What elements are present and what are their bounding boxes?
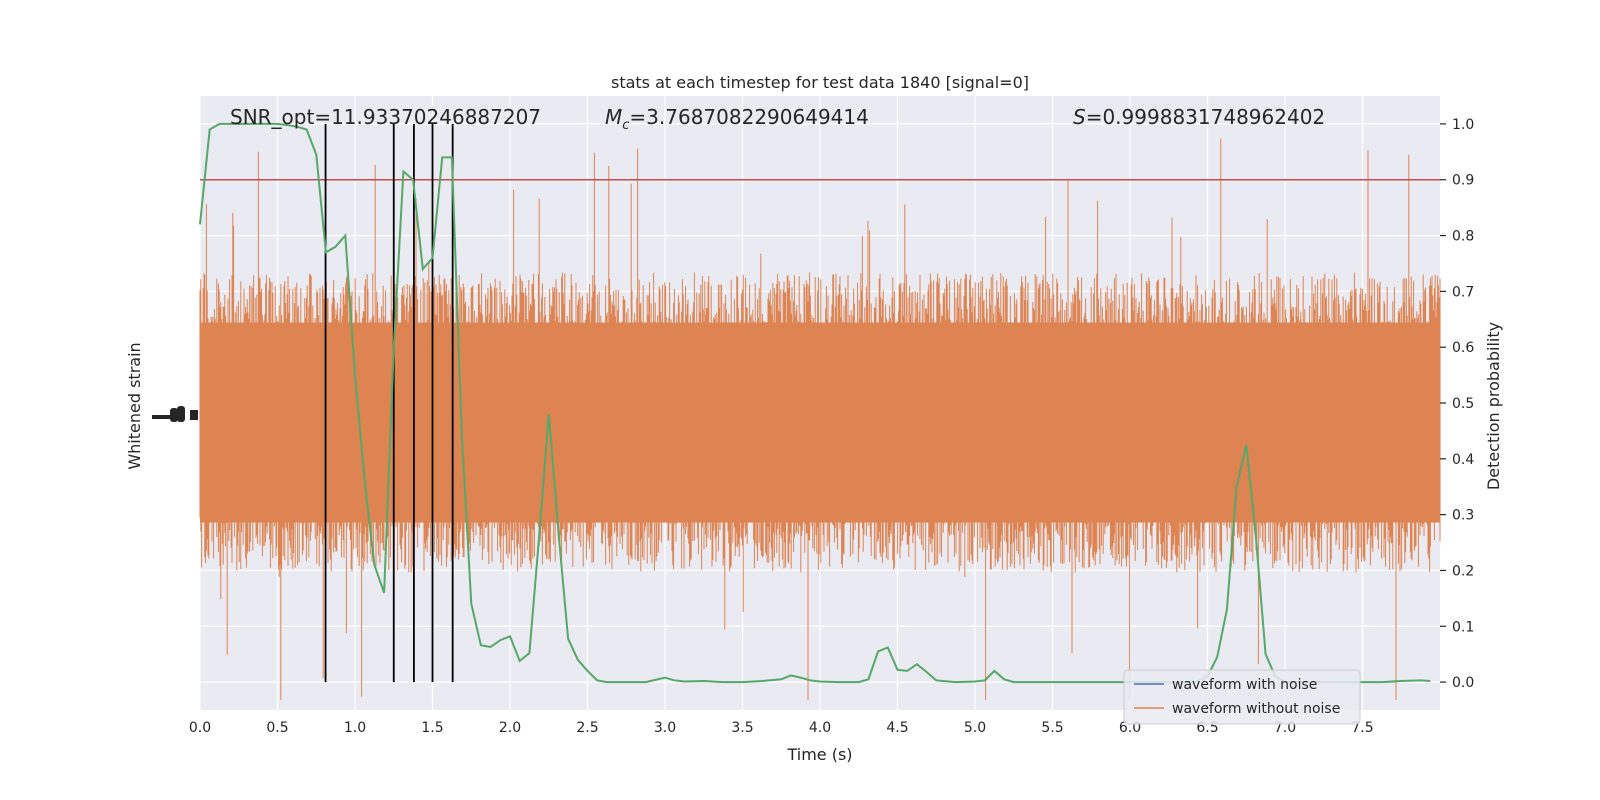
s-annotation: S=0.9998831748962402 bbox=[1073, 105, 1325, 129]
right-tick-label: 0.9 bbox=[1452, 173, 1474, 189]
legend-label-without-noise: waveform without noise bbox=[1172, 701, 1340, 717]
chirp-mass-annotation: Mc=3.7687082290649414 bbox=[605, 105, 869, 133]
right-tick-label: 0.2 bbox=[1452, 563, 1474, 579]
right-axis-label: Detection probability bbox=[1484, 322, 1503, 490]
x-tick-label: 1.5 bbox=[421, 720, 443, 736]
right-tick-label: 0.5 bbox=[1452, 396, 1474, 412]
right-tick-label: 0.7 bbox=[1452, 284, 1474, 300]
x-tick-label: 3.0 bbox=[654, 720, 676, 736]
chart-title: stats at each timestep for test data 184… bbox=[611, 73, 1029, 92]
right-tick-label: 1.0 bbox=[1452, 117, 1474, 133]
right-tick-label: 0.8 bbox=[1452, 229, 1474, 245]
x-tick-label: 2.0 bbox=[499, 720, 521, 736]
x-axis-ticks: 0.0 0.5 1.0 1.5 2.0 2.5 3.0 3.5 4.0 4.5 5.0 5.5 6.0 6… bbox=[189, 720, 1374, 736]
x-tick-label: 4.5 bbox=[886, 720, 908, 736]
waveform-trace bbox=[199, 138, 1441, 700]
legend-label-with-noise: waveform with noise bbox=[1172, 677, 1317, 693]
x-axis-label: Time (s) bbox=[786, 745, 852, 764]
snr-annotation: SNR_opt=11.93370246887207 bbox=[230, 105, 541, 129]
right-tick-label: 0.3 bbox=[1452, 508, 1474, 524]
x-tick-label: 5.5 bbox=[1041, 720, 1063, 736]
right-tick-label: 0.6 bbox=[1452, 340, 1474, 356]
right-tick-label: 0.0 bbox=[1452, 675, 1474, 691]
x-tick-label: 0.0 bbox=[189, 720, 211, 736]
vertical-markers bbox=[324, 123, 454, 683]
right-axis-ticks: 0.0 0.1 0.2 0.3 0.4 0.5 0.6 0.7 0.8 0.9 1.0 bbox=[1440, 117, 1474, 691]
x-tick-label: 2.5 bbox=[576, 720, 598, 736]
x-tick-label: 5.0 bbox=[964, 720, 986, 736]
x-tick-label: 3.5 bbox=[731, 720, 753, 736]
right-tick-label: 0.4 bbox=[1452, 452, 1474, 468]
x-tick-label: 4.0 bbox=[809, 720, 831, 736]
x-tick-label: 0.5 bbox=[266, 720, 288, 736]
right-tick-label: 0.1 bbox=[1452, 619, 1474, 635]
legend: waveform with noise waveform without noi… bbox=[1123, 669, 1361, 725]
x-tick-label: 1.0 bbox=[344, 720, 366, 736]
left-axis-tick-cluster bbox=[152, 406, 198, 422]
series-waveform-without-noise bbox=[199, 138, 1441, 700]
left-axis-label: Whitened strain bbox=[125, 342, 144, 469]
